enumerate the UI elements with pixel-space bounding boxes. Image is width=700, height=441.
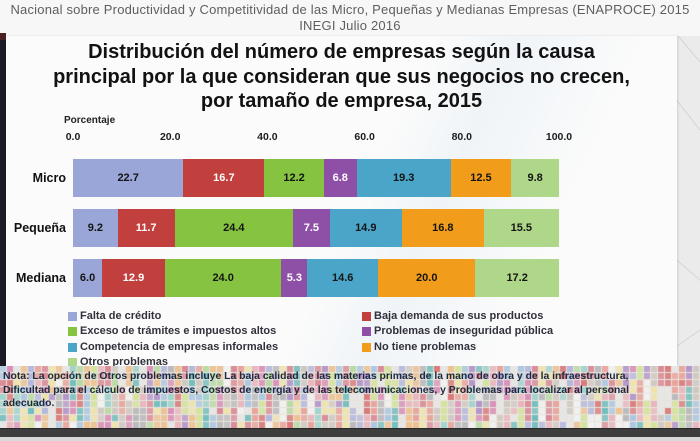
bar-segment: 6.8 (323, 159, 357, 197)
tick-80.0: 80.0 (451, 131, 473, 143)
bar-value-label: 24.4 (223, 222, 245, 234)
legend-label: Baja demanda de sus productos (374, 310, 544, 322)
tick-20.0: 20.0 (159, 131, 181, 143)
left-edge-strip (0, 33, 6, 366)
tick-40.0: 40.0 (257, 131, 278, 143)
footnote-line-3: adecuado. (3, 398, 55, 410)
legend-label: Problemas de inseguridad pública (374, 325, 554, 337)
category-label-mediana: Mediana (15, 271, 66, 285)
header-line-2: INEGI Julio 2016 (299, 18, 401, 33)
bar-segment: 7.5 (293, 209, 330, 247)
bar-segment: 19.3 (356, 159, 451, 197)
title-line-2: principal por la que consideran que sus … (53, 65, 630, 88)
footnote-line-2: Dificultad para el cálculo de impuestos,… (3, 384, 629, 396)
bar-segment: 9.8 (511, 159, 559, 197)
bar-segment: 11.7 (117, 209, 175, 247)
legend-label: Falta de crédito (80, 310, 162, 322)
legend-swatch-icon (68, 312, 77, 321)
bar-value-label: 24.0 (212, 272, 234, 284)
bar-row-micro: 22.7 16.7 12.2 6.8 19.3 12.5 9.8 (73, 159, 559, 197)
bar-value-label: 19.3 (392, 172, 415, 184)
bar-row-pequeña: 9.2 11.7 24.4 7.5 14.9 16.8 15.5 (73, 209, 559, 247)
chart-title: Distribución del número de empresas segú… (6, 40, 677, 114)
bar-value-label: 9.8 (527, 172, 543, 184)
category-label-pequeña: Pequeña (13, 221, 66, 235)
bar-value-label: 12.5 (470, 172, 492, 184)
legend-swatch-icon (68, 343, 77, 352)
bar-segment: 5.3 (281, 259, 308, 297)
bottom-dark-bar (0, 428, 700, 437)
legend-label: Competencia de empresas informales (80, 341, 279, 353)
bar-value-label: 5.3 (286, 272, 302, 284)
category-label-micro: Micro (32, 171, 66, 185)
bar-value-label: 6.0 (79, 272, 96, 284)
footnote: Nota: La opción de Otros problemas inclu… (3, 370, 699, 411)
bar-value-label: 16.7 (213, 172, 235, 184)
bar-value-label: 20.0 (416, 272, 438, 284)
bar-value-label: 14.6 (331, 272, 354, 284)
chart-panel (6, 36, 677, 366)
bar-segment: 24.4 (174, 209, 294, 247)
legend-swatch-icon (68, 327, 77, 336)
tick-60.0: 60.0 (354, 131, 375, 143)
bottom-gray-strip (0, 437, 700, 441)
tick-0.0: 0.0 (65, 131, 81, 143)
axis-label-porcentaje: Porcentaje (64, 115, 116, 126)
legend-swatch-icon (68, 358, 77, 367)
footnote-line-1: Nota: La opción de Otros problemas inclu… (3, 371, 629, 382)
legend-label: No tiene problemas (374, 341, 477, 353)
bar-segment: 22.7 (73, 159, 184, 197)
bar-segment: 16.7 (183, 159, 265, 197)
bar-row-mediana: 6.0 12.9 24.0 5.3 14.6 20.0 17.2 (73, 259, 559, 297)
legend-swatch-icon (362, 343, 371, 352)
bar-segment: 12.9 (102, 259, 165, 297)
tick-100.0: 100.0 (545, 131, 573, 143)
bar-segment: 16.8 (401, 209, 484, 247)
bar-value-label: 16.8 (432, 222, 454, 234)
bar-segment: 14.6 (307, 259, 379, 297)
bar-segment: 6.0 (73, 259, 103, 297)
bar-value-label: 22.7 (117, 172, 139, 184)
bar-value-label: 11.7 (135, 222, 157, 234)
bar-segment: 12.2 (264, 159, 324, 197)
bar-segment: 9.2 (73, 209, 118, 247)
bar-value-label: 17.2 (506, 272, 528, 284)
legend-label: Otros problemas (80, 356, 169, 368)
header-line-1: Nacional sobre Productividad y Competiti… (10, 2, 690, 17)
bar-segment: 12.5 (450, 159, 512, 197)
bar-value-label: 9.2 (87, 222, 103, 234)
bar-value-label: 14.9 (355, 222, 377, 234)
mosaic-band (0, 366, 700, 428)
bar-value-label: 6.8 (332, 172, 348, 184)
bar-value-label: 12.2 (283, 172, 305, 184)
legend-swatch-icon (362, 327, 371, 336)
bar-value-label: 12.9 (122, 272, 145, 284)
legend-label: Exceso de trámites e impuestos altos (80, 325, 277, 337)
slide-header: Nacional sobre Productividad y Competiti… (0, 0, 700, 36)
title-line-3: por tamaño de empresa, 2015 (200, 90, 483, 112)
bar-segment: 15.5 (483, 209, 559, 247)
bar-segment: 17.2 (475, 259, 559, 297)
bar-segment: 20.0 (378, 259, 476, 297)
bar-value-label: 15.5 (510, 222, 532, 234)
title-line-1: Distribución del número de empresas segú… (88, 41, 595, 63)
bar-segment: 14.9 (329, 209, 402, 247)
bar-value-label: 7.5 (303, 222, 319, 234)
legend-swatch-icon (362, 312, 371, 321)
bar-segment: 24.0 (164, 259, 282, 297)
